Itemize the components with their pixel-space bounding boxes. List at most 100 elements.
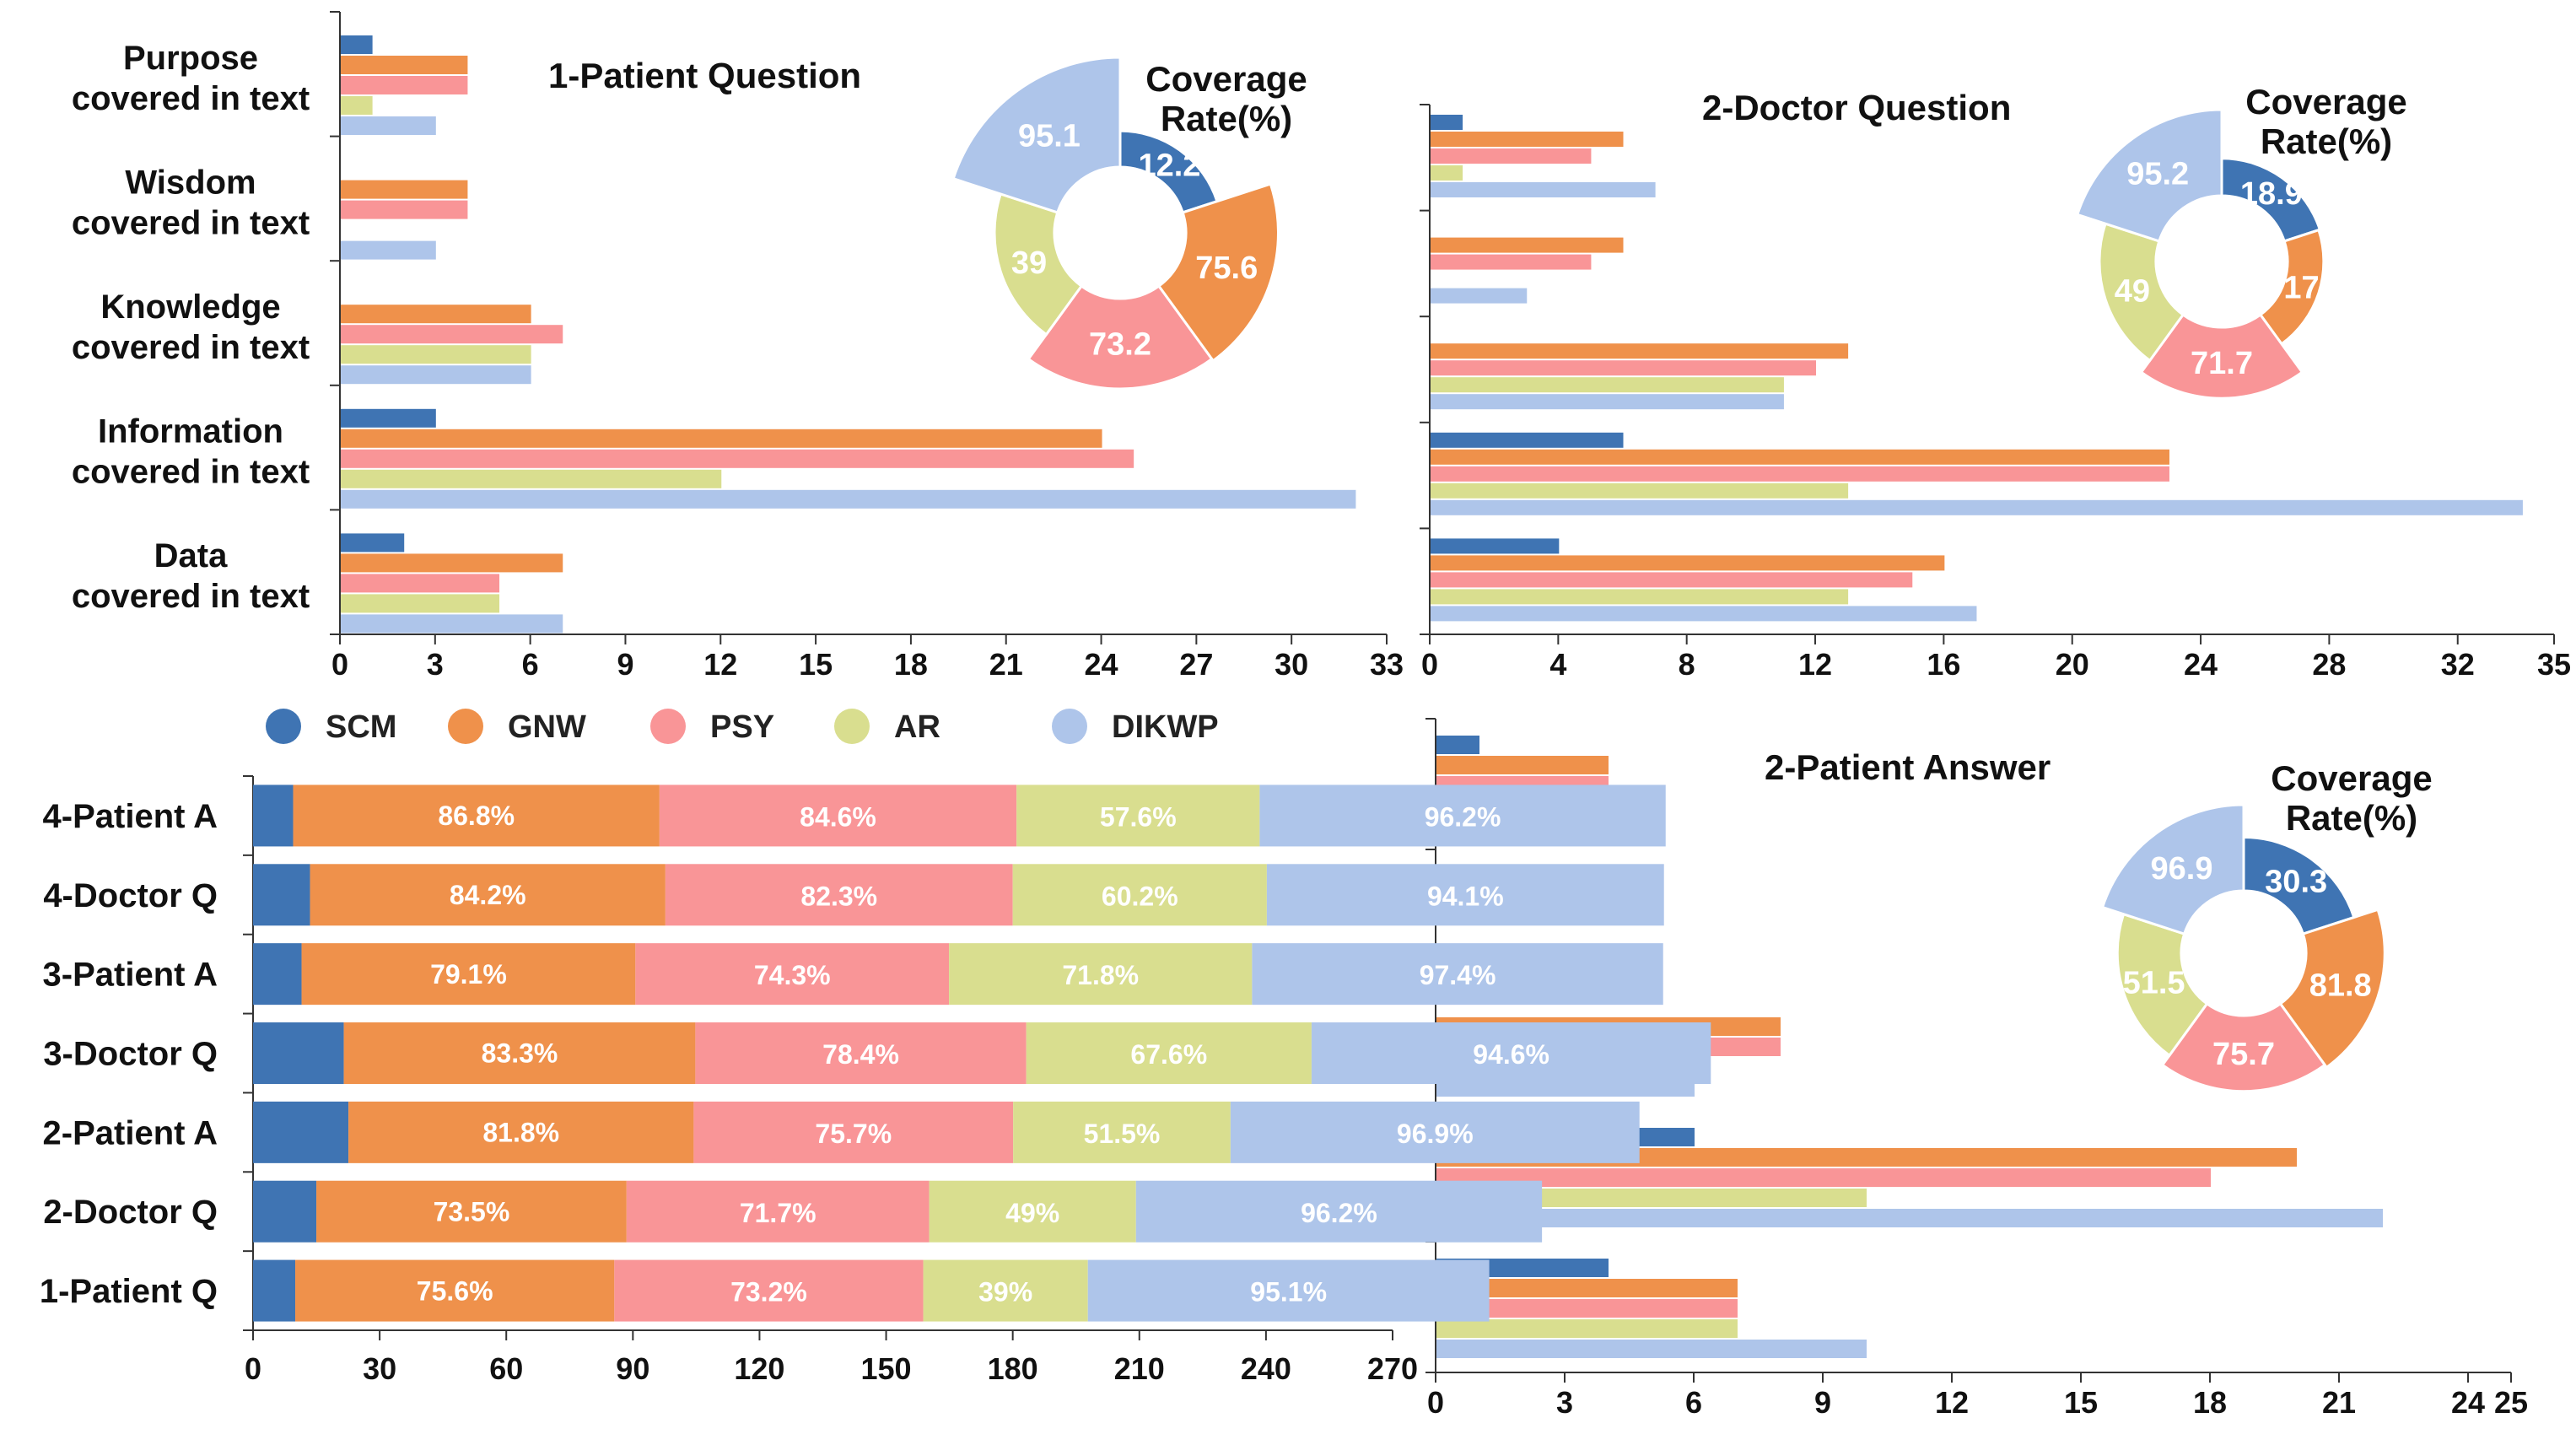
p4-pie-slice-gnw (2278, 908, 2386, 1070)
p3-segment-scm (253, 864, 310, 926)
p3-segment-gnw (343, 1022, 696, 1084)
p3-segment-dikwp (1311, 1022, 1711, 1084)
p1-x-tick-label: 3 (427, 647, 444, 682)
p3-segment-dikwp (1135, 1180, 1543, 1243)
p3-segment-label: 74.3% (754, 960, 831, 990)
p1-bar-dikwp (341, 489, 1356, 509)
p4-x-tick-label: 25 (2494, 1385, 2528, 1420)
p3-segment-label: 97.4% (1420, 960, 1496, 990)
p2-bar-psy (1431, 148, 1592, 164)
p1-x-tick-label: 0 (331, 647, 348, 682)
p2-pie-slice-ar (2098, 222, 2185, 363)
p3-x-tick-label: 30 (363, 1351, 396, 1386)
p4-x-tick-label: 15 (2064, 1385, 2098, 1420)
p4-bar-psy (1436, 1299, 1738, 1318)
p1-bar-gnw (341, 553, 563, 573)
p3-category-label: 3-Doctor Q (43, 1036, 218, 1073)
p3-segment-label: 78.4% (822, 1039, 899, 1070)
p3-segment-dikwp (1252, 943, 1663, 1006)
p1-bar-scm (341, 408, 436, 428)
p2-bar-dikwp (1431, 182, 1656, 197)
p3-segment-label: 96.2% (1425, 802, 1501, 833)
p3-segment-label: 73.2% (730, 1277, 807, 1308)
panel-2-title: 2-Doctor Question (1702, 88, 2011, 127)
p3-segment-label: 57.6% (1100, 802, 1177, 833)
p3-segment-ar (1026, 1022, 1312, 1084)
p4-x-tick-label: 6 (1685, 1385, 1702, 1420)
p3-segment-dikwp (1230, 1101, 1640, 1163)
p3-segment-gnw (348, 1101, 694, 1163)
p4-bar-ar (1436, 1189, 1867, 1207)
p3-x-tick-label: 240 (1241, 1351, 1291, 1386)
p3-segment-scm (253, 1180, 317, 1243)
p4-bar-ar (1436, 1319, 1738, 1338)
p1-bar-gnw (341, 56, 468, 74)
p3-segment-psy (614, 1259, 924, 1322)
panel-2-coverage-label-2: Rate(%) (2261, 121, 2392, 161)
p2-bar-gnw (1431, 237, 1624, 253)
p3-segment-label: 84.6% (800, 802, 876, 833)
p1-x-tick-label: 33 (1370, 647, 1404, 682)
p4-pie-label: 51.5 (2123, 966, 2185, 1001)
p1-pie-label: 73.2 (1089, 326, 1151, 362)
p3-segment-psy (695, 1022, 1027, 1084)
legend-marker-psy (650, 709, 686, 744)
p1-x-tick-label: 24 (1085, 647, 1118, 682)
p3-segment-scm (253, 785, 294, 847)
p3-x-tick-label: 180 (988, 1351, 1038, 1386)
p3-segment-gnw (293, 785, 660, 847)
p3-segment-gnw (310, 864, 666, 926)
p3-x-tick-label: 270 (1367, 1351, 1418, 1386)
p1-bar-gnw (341, 429, 1102, 448)
p4-bar-scm (1436, 736, 1479, 754)
p1-bar-psy (341, 449, 1134, 468)
p3-x-tick-label: 210 (1114, 1351, 1165, 1386)
p2-bar-scm (1431, 538, 1560, 554)
p3-segment-label: 79.1% (430, 959, 507, 989)
p1-category-label: Purpose (123, 40, 258, 77)
p4-x-tick-label: 24 (2451, 1385, 2485, 1420)
p3-x-tick-label: 150 (861, 1351, 912, 1386)
p4-x-tick-label: 18 (2193, 1385, 2227, 1420)
p2-bar-psy (1431, 572, 1913, 588)
p4-pie-label: 30.3 (2265, 864, 2327, 899)
p2-x-tick-label: 32 (2441, 647, 2475, 682)
p4-x-tick-label: 12 (1935, 1385, 1969, 1420)
p3-x-tick-label: 60 (489, 1351, 523, 1386)
p1-bar-ar (341, 594, 500, 613)
p4-pie-slice-ar (2115, 912, 2209, 1058)
p1-category-label: covered in text (72, 454, 310, 491)
p3-segment-ar (949, 943, 1253, 1006)
p3-category-label: 2-Doctor Q (43, 1194, 218, 1231)
p2-x-tick-label: 12 (1798, 647, 1832, 682)
p4-bar-psy (1436, 1168, 2211, 1187)
p3-category-label: 4-Patient A (43, 798, 218, 835)
panel-1-coverage-label-2: Rate(%) (1161, 99, 1292, 138)
p1-x-tick-label: 18 (894, 647, 928, 682)
p1-bar-psy (341, 574, 500, 593)
p3-segment-ar (929, 1180, 1136, 1243)
p2-bar-ar (1431, 589, 1849, 605)
p2-bar-ar (1431, 165, 1463, 181)
p3-segment-scm (253, 1259, 296, 1322)
p3-segment-label: 95.1% (1250, 1277, 1327, 1308)
panel-2-coverage-label: Coverage (2245, 82, 2406, 121)
p1-x-tick-label: 9 (617, 647, 633, 682)
p3-segment-label: 51.5% (1084, 1119, 1161, 1149)
p2-pie-label: 95.2 (2126, 157, 2189, 192)
p2-x-tick-label: 8 (1679, 647, 1695, 682)
p1-x-tick-label: 6 (522, 647, 539, 682)
legend-label-psy: PSY (710, 709, 774, 745)
p3-segment-psy (635, 943, 950, 1006)
p2-bar-gnw (1431, 343, 1849, 359)
p3-segment-label: 73.5% (434, 1196, 510, 1227)
p3-segment-psy (665, 864, 1013, 926)
p3-segment-dikwp (1266, 864, 1664, 926)
p3-segment-ar (1013, 1101, 1231, 1163)
p3-segment-label: 71.8% (1062, 960, 1139, 990)
p3-segment-label: 83.3% (482, 1038, 558, 1069)
p1-x-tick-label: 21 (989, 647, 1023, 682)
p1-bar-psy (341, 200, 468, 219)
p4-x-tick-label: 9 (1814, 1385, 1831, 1420)
